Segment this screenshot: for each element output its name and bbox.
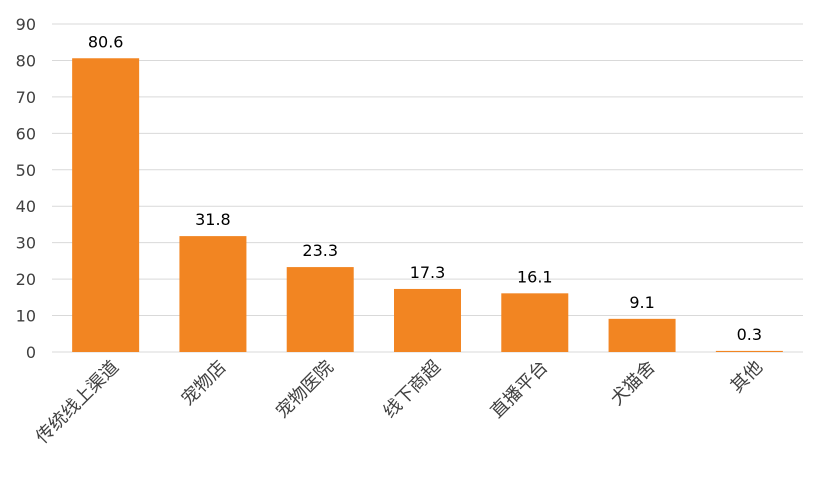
data-label: 16.1 xyxy=(517,267,553,286)
bar xyxy=(72,58,140,352)
data-label: 17.3 xyxy=(410,263,446,282)
x-tick-label: 直播平台 xyxy=(487,357,553,423)
x-tick-label: 线下商超 xyxy=(379,357,445,423)
data-labels: 80.6 31.8 23.3 17.3 16.1 9.1 0.3 xyxy=(88,32,762,344)
x-tick-label: 传统线上渠道 xyxy=(32,357,123,448)
y-axis-tick-labels: 0 10 20 30 40 50 60 70 80 90 xyxy=(16,15,36,362)
x-tick-label: 犬猫舍 xyxy=(607,357,660,410)
y-tick-label: 60 xyxy=(16,124,36,143)
bar xyxy=(286,267,354,352)
x-tick-label: 宠物医院 xyxy=(272,357,338,423)
y-tick-label: 10 xyxy=(16,307,36,326)
bar xyxy=(608,318,676,352)
bar xyxy=(179,236,247,352)
x-tick-label: 宠物店 xyxy=(177,357,230,410)
data-label: 80.6 xyxy=(88,32,124,51)
bar xyxy=(394,288,461,352)
y-tick-label: 0 xyxy=(26,343,36,362)
bars xyxy=(72,58,783,352)
y-tick-label: 50 xyxy=(16,161,36,180)
y-tick-label: 70 xyxy=(16,88,36,107)
x-axis-category-labels: 传统线上渠道 宠物店 宠物医院 线下商超 直播平台 犬猫舍 其他 xyxy=(32,357,767,448)
data-label: 23.3 xyxy=(302,241,338,260)
data-label: 9.1 xyxy=(629,293,654,312)
y-tick-label: 30 xyxy=(16,234,36,253)
y-tick-label: 80 xyxy=(16,51,36,70)
y-tick-label: 20 xyxy=(16,270,36,289)
bar xyxy=(501,293,569,352)
data-label: 0.3 xyxy=(737,325,762,344)
bar xyxy=(715,350,783,352)
y-tick-label: 90 xyxy=(16,15,36,34)
x-tick-label: 其他 xyxy=(727,357,767,397)
grid-lines xyxy=(52,23,803,353)
data-label: 31.8 xyxy=(195,210,231,229)
y-tick-label: 40 xyxy=(16,197,36,216)
